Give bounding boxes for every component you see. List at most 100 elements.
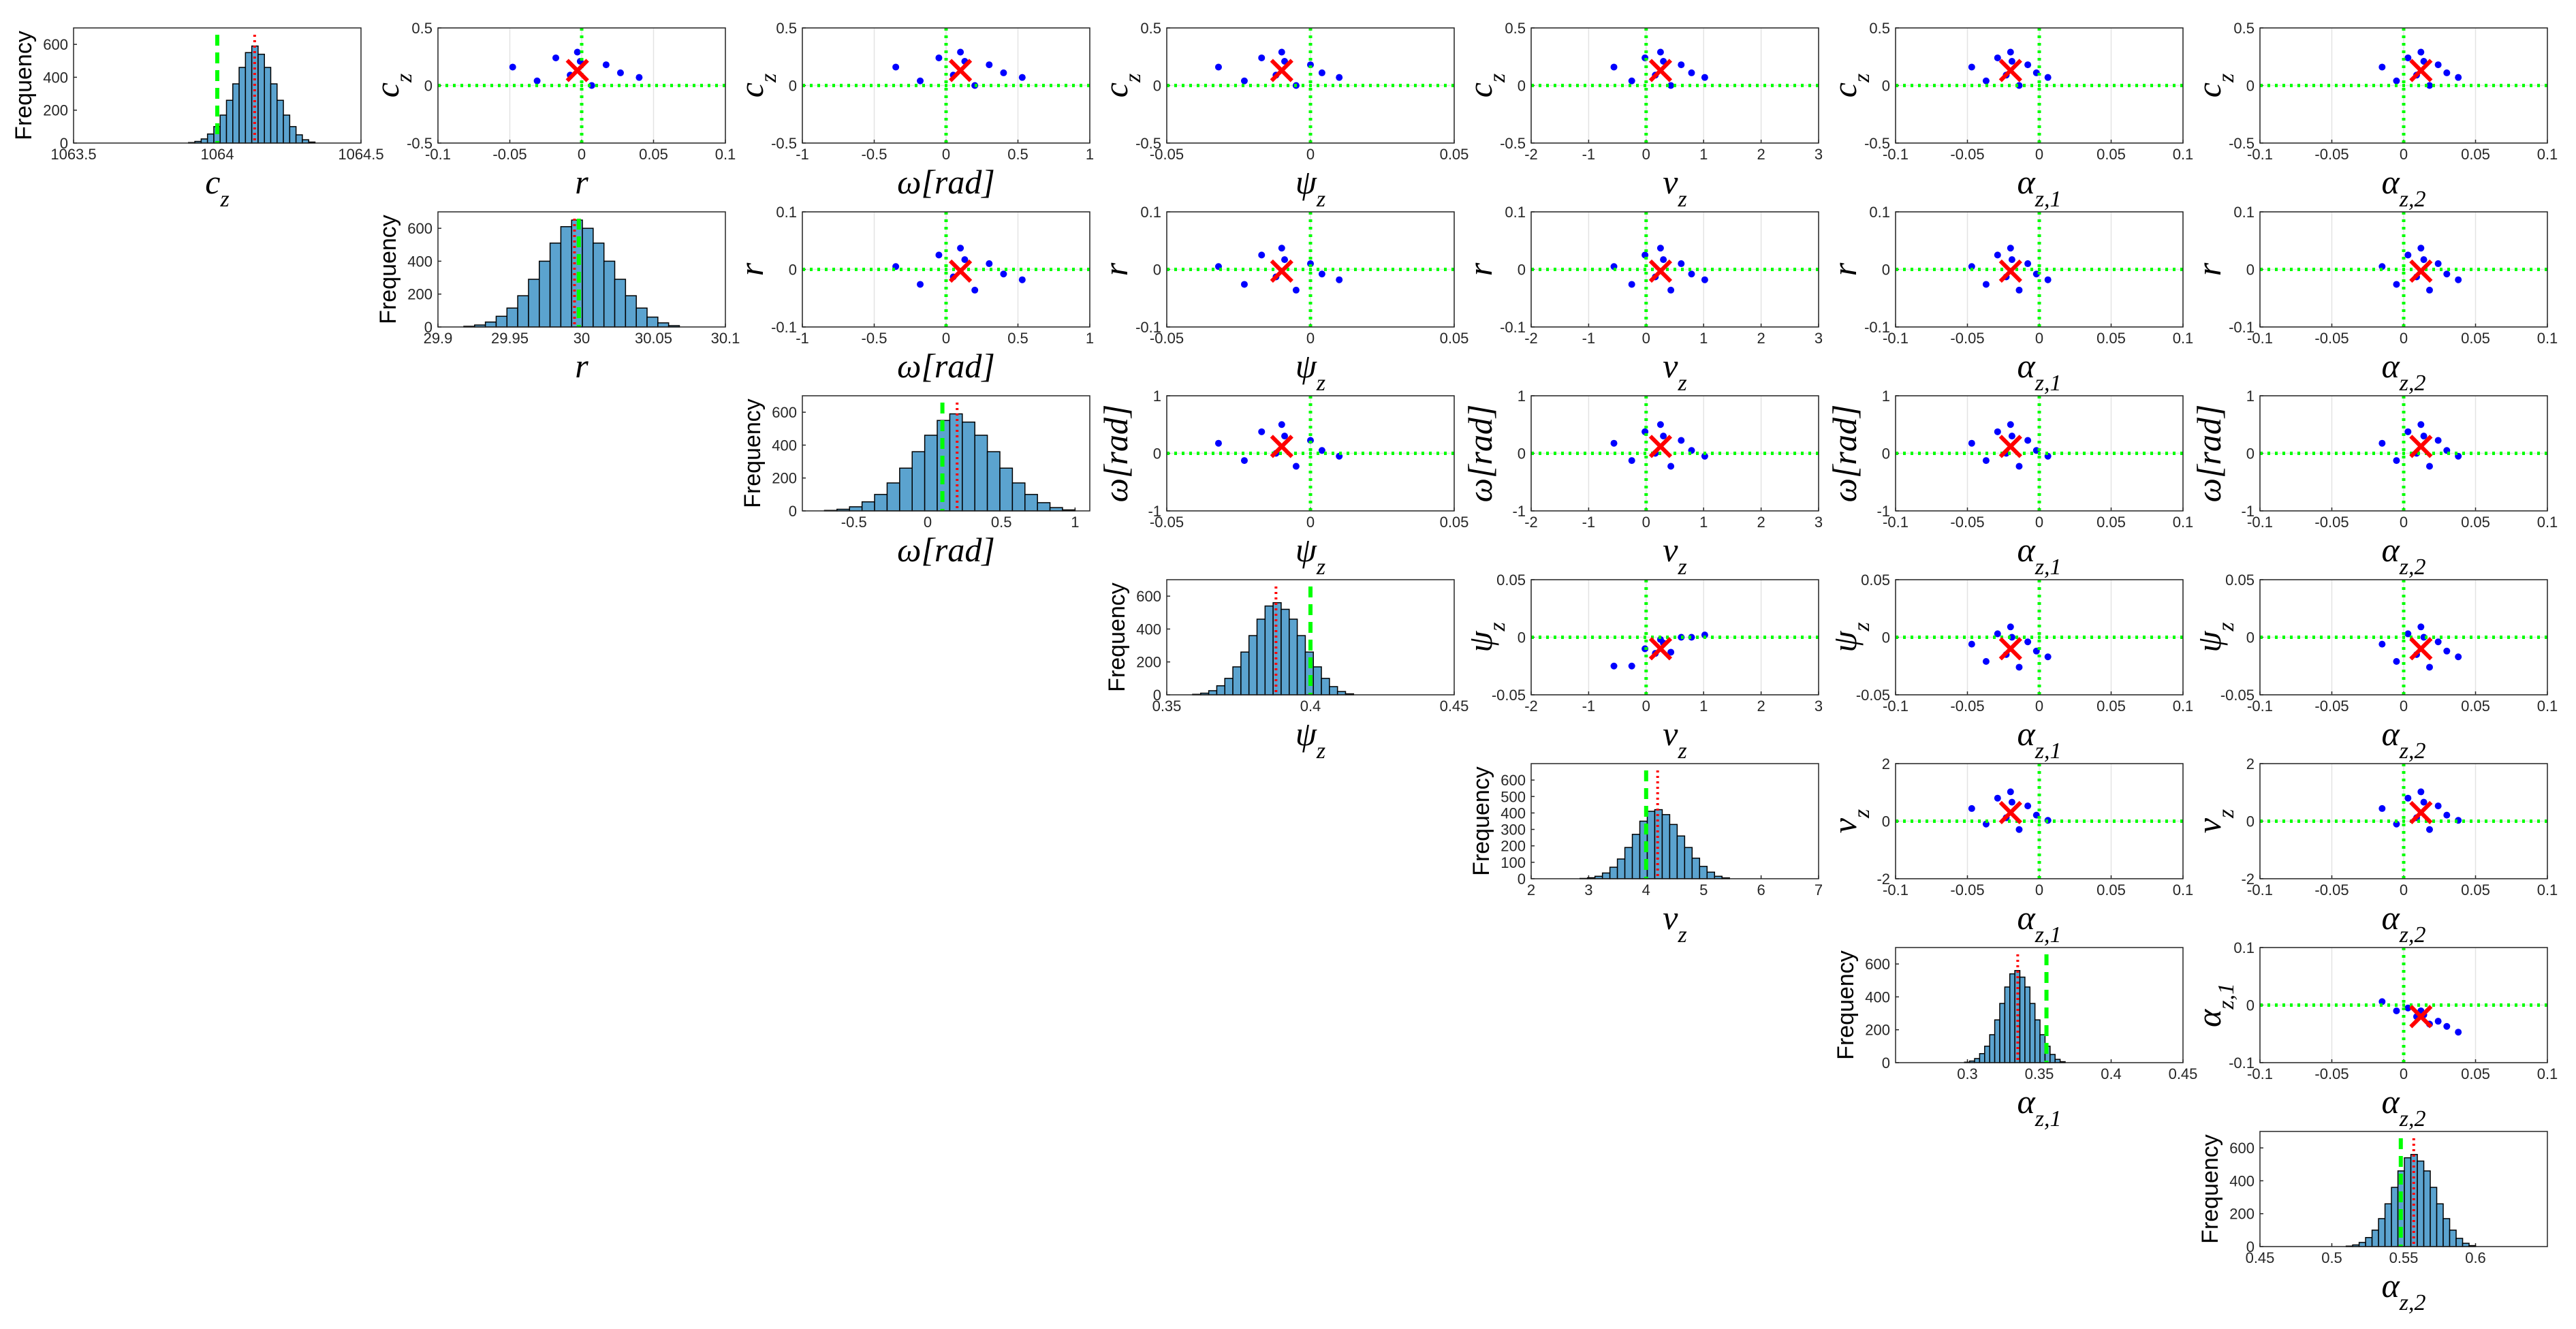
y-tick-label: 0	[1882, 1054, 1890, 1072]
y-tick-label: 400	[407, 253, 433, 270]
y-tick-label: 0.1	[1505, 204, 1526, 221]
axis-label-symbol: α	[2382, 1082, 2401, 1121]
y-tick-label: 600	[1865, 956, 1890, 973]
estimate-marker	[1998, 435, 2022, 458]
point	[935, 54, 943, 61]
bar	[1994, 1019, 2000, 1063]
y-tick-label: 200	[1501, 838, 1526, 855]
bar	[582, 228, 594, 328]
axis-label: νz	[1663, 715, 1686, 764]
point	[2443, 647, 2451, 655]
x-tick-label: 0.05	[2461, 146, 2490, 163]
point	[1656, 48, 1664, 56]
x-tick-label: 3	[1815, 514, 1823, 531]
y-tick-label: 400	[1136, 621, 1161, 638]
point	[2434, 638, 2442, 646]
bar	[657, 322, 670, 328]
bar	[911, 451, 926, 512]
bar	[1224, 678, 1234, 695]
axes-box	[2259, 1131, 2548, 1247]
bar	[861, 501, 875, 512]
point	[1018, 276, 1026, 283]
y-tick-label: 400	[43, 69, 68, 86]
bar	[1011, 482, 1026, 512]
axis-label: ψz	[2190, 622, 2239, 652]
x-tick-label: -1	[796, 146, 809, 163]
x-tick-label: -0.05	[492, 146, 527, 163]
point	[1982, 657, 1990, 665]
point	[1968, 63, 1975, 71]
axis-label: αz,2	[2382, 347, 2426, 396]
axes-box	[1530, 395, 1819, 512]
x-tick-label: 3	[1815, 146, 1823, 163]
y-tick-label: 0.5	[776, 20, 797, 37]
point	[2007, 245, 2014, 252]
point	[2425, 82, 2433, 89]
x-tick-label: -0.05	[1150, 514, 1184, 531]
x-tick-label: 5	[1699, 881, 1708, 898]
bar	[539, 260, 551, 328]
x-tick-label: 0	[2400, 330, 2408, 347]
x-tick-label: 1063.5	[50, 146, 96, 163]
axis-label-subscript: z	[1677, 371, 1686, 396]
y-tick-label: -0.5	[1864, 135, 1890, 152]
bar	[295, 134, 303, 144]
point	[2378, 640, 2386, 648]
axis-label-symbol: ψ	[1295, 163, 1317, 201]
point	[1968, 263, 1975, 270]
x-tick-label: -0.1	[1883, 146, 1909, 163]
axis-label-symbol: ω[rad]	[1461, 405, 1499, 503]
estimate-marker	[2409, 259, 2433, 283]
bar	[238, 67, 247, 144]
bar	[1329, 686, 1338, 695]
y-tick-label: 400	[1501, 804, 1526, 822]
axis-label: r	[1097, 262, 1135, 276]
bar	[264, 67, 272, 144]
point	[1994, 54, 2001, 61]
axis-label: αz,1	[2017, 898, 2062, 948]
estimate-marker	[1648, 435, 1673, 458]
axes-box	[2259, 579, 2548, 695]
point	[2044, 653, 2052, 661]
axis-label-symbol: ν	[1663, 898, 1678, 937]
x-tick-label: -0.1	[2247, 1065, 2273, 1082]
y-tick-label: 0	[2246, 629, 2255, 646]
axis-label-symbol: ω[rad]	[897, 531, 995, 569]
x-tick-label: 0	[2035, 146, 2043, 163]
y-tick-label: 0	[2246, 997, 2255, 1014]
axis-label-symbol: α	[2017, 531, 2037, 569]
point	[1701, 631, 1708, 639]
y-tick-label: 0	[1882, 813, 1890, 830]
axis-label-symbol: α	[2382, 347, 2401, 385]
bar	[986, 451, 1001, 512]
point	[2404, 251, 2412, 259]
axes-box	[2259, 27, 2548, 144]
point	[2393, 457, 2400, 465]
point	[2417, 48, 2425, 56]
axis-label-symbol: c	[2190, 82, 2228, 97]
x-tick-label: -0.1	[2247, 514, 2273, 531]
axis-label-subscript: z,2	[2399, 738, 2426, 764]
x-tick-label: -0.05	[2314, 1065, 2349, 1082]
bar	[1624, 847, 1633, 879]
point	[1214, 439, 1222, 447]
point	[2008, 58, 2015, 65]
point	[616, 69, 624, 76]
point	[1660, 433, 1667, 440]
y-tick-label: 1	[1153, 388, 1161, 405]
bar	[2024, 986, 2031, 1063]
axes-box	[1530, 579, 1819, 695]
x-tick-label: 0.05	[2096, 330, 2126, 347]
x-tick-label: -1	[1582, 514, 1596, 531]
bar	[1256, 619, 1266, 695]
bar	[2384, 1203, 2392, 1247]
bar	[2019, 976, 2026, 1063]
x-tick-label: -2	[1524, 514, 1538, 531]
x-tick-label: 0.1	[2173, 146, 2194, 163]
point	[2443, 1022, 2451, 1030]
y-tick-label: 0	[2246, 813, 2255, 830]
axis-label: cz	[368, 74, 417, 97]
bar	[1240, 651, 1250, 695]
axis-label: cz	[1461, 74, 1510, 97]
bar	[2039, 1034, 2046, 1063]
